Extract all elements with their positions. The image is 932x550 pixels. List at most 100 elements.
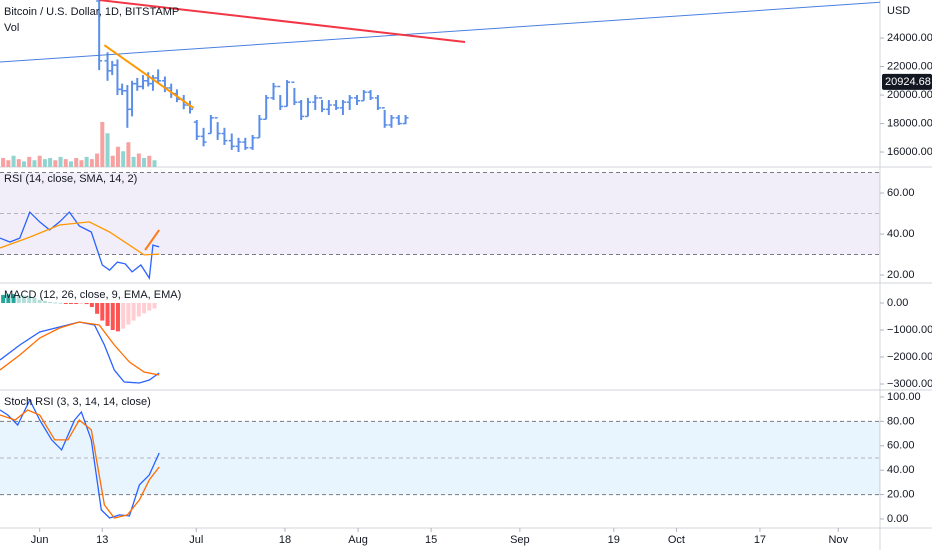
histogram-bar — [6, 294, 11, 304]
x-tick-label: Oct — [668, 534, 685, 546]
last-price-label: 20924.68 — [885, 76, 931, 88]
y-tick-label: 0.00 — [887, 513, 908, 525]
pane — [0, 0, 880, 167]
histogram-bar — [74, 303, 79, 305]
indicator-line — [0, 321, 160, 384]
trend-line — [103, 44, 195, 109]
histogram-bar — [32, 297, 37, 304]
x-tick-label: 15 — [425, 534, 437, 546]
indicator-line — [0, 210, 160, 281]
indicator-line — [0, 409, 160, 519]
volume-bar — [37, 155, 42, 167]
indicator-line — [0, 321, 160, 376]
y-tick-label: 22000.00 — [887, 60, 932, 72]
volume-bar — [100, 122, 105, 167]
volume-bar — [53, 160, 58, 167]
x-tick-label: 19 — [608, 534, 620, 546]
volume-bar — [152, 160, 157, 167]
histogram-bar — [11, 294, 16, 304]
y-tick-label: 80.00 — [887, 415, 915, 427]
y-tick-label: 16000.00 — [887, 146, 932, 158]
volume-bar — [136, 153, 141, 167]
histogram-bar — [142, 303, 147, 314]
histogram-bar — [22, 295, 27, 304]
volume-bar — [84, 156, 89, 167]
volume-bar — [131, 156, 136, 167]
y-tick-label: 0.00 — [887, 297, 908, 309]
volume-bar — [32, 160, 37, 167]
histogram-bar — [110, 303, 115, 331]
histogram-bar — [63, 303, 68, 305]
histogram-bar — [58, 302, 63, 304]
pane-title: MACD (12, 26, close, 9, EMA, EMA) — [4, 289, 181, 301]
pane-subtitle: Vol — [4, 22, 19, 34]
histogram-bar — [115, 303, 120, 332]
histogram-bar — [37, 299, 42, 304]
histogram-bar — [42, 300, 47, 304]
y-tick-label: −1000.00 — [887, 324, 932, 336]
y-tick-label: 40.00 — [887, 228, 915, 240]
band-fill — [0, 172, 880, 255]
pane-title: Stoch RSI (3, 3, 14, 14, close) — [4, 396, 151, 408]
volume-bar — [126, 142, 131, 167]
volume-bar — [63, 159, 68, 167]
volume-bar — [1, 158, 6, 167]
last-price-box — [882, 73, 932, 90]
volume-bar — [6, 160, 11, 167]
volume-bar — [58, 156, 63, 167]
y-tick-label: 18000.00 — [887, 117, 932, 129]
x-tick-label: Jul — [189, 534, 203, 546]
y-tick-label: −2000.00 — [887, 351, 932, 363]
histogram-bar — [100, 303, 105, 321]
indicator-line — [0, 398, 160, 519]
x-tick-label: 13 — [96, 534, 108, 546]
histogram-bar — [152, 303, 157, 309]
histogram-bar — [147, 303, 152, 311]
histogram-bar — [48, 301, 53, 304]
y-tick-label: 60.00 — [887, 187, 915, 199]
x-tick-label: Sep — [510, 534, 530, 546]
y-unit: USD — [887, 5, 910, 17]
volume-bar — [74, 158, 79, 167]
x-tick-label: Jun — [31, 534, 49, 546]
histogram-bar — [121, 303, 126, 329]
pane — [0, 172, 880, 281]
pane-title: RSI (14, close, SMA, 14, 2) — [4, 173, 137, 185]
y-tick-label: 20.00 — [887, 488, 915, 500]
volume-bar — [16, 159, 21, 167]
histogram-bar — [1, 294, 6, 304]
volume-bar — [105, 133, 110, 167]
y-tick-label: 20.00 — [887, 269, 915, 281]
histogram-bar — [16, 294, 21, 304]
pane — [0, 294, 160, 384]
volume-bar — [68, 161, 73, 167]
histogram-bar — [53, 302, 58, 304]
x-tick-label: Nov — [828, 534, 848, 546]
volume-bar — [42, 159, 47, 167]
y-tick-label: 24000.00 — [887, 32, 932, 44]
volume-bar — [110, 155, 115, 167]
histogram-bar — [95, 303, 100, 314]
trend-line — [99, 0, 466, 44]
histogram-bar — [68, 303, 73, 305]
band-fill — [0, 421, 880, 495]
y-tick-label: 60.00 — [887, 440, 915, 452]
x-tick-label: 17 — [754, 534, 766, 546]
volume-bar — [27, 156, 32, 167]
indicator-line — [0, 221, 160, 256]
y-tick-label: −3000.00 — [887, 378, 932, 390]
volume-bar — [89, 159, 94, 167]
volume-bar — [115, 146, 120, 167]
pane — [0, 398, 880, 519]
volume-bar — [95, 153, 100, 167]
trend-line — [0, 1, 880, 63]
histogram-bar — [105, 303, 110, 326]
volume-bar — [121, 151, 126, 167]
x-tick-label: Aug — [348, 534, 368, 546]
x-tick-label: 18 — [279, 534, 291, 546]
histogram-bar — [126, 303, 131, 325]
y-tick-label: 100.00 — [887, 391, 921, 403]
histogram-bar — [79, 303, 84, 305]
y-tick-label: 20000.00 — [887, 89, 932, 101]
